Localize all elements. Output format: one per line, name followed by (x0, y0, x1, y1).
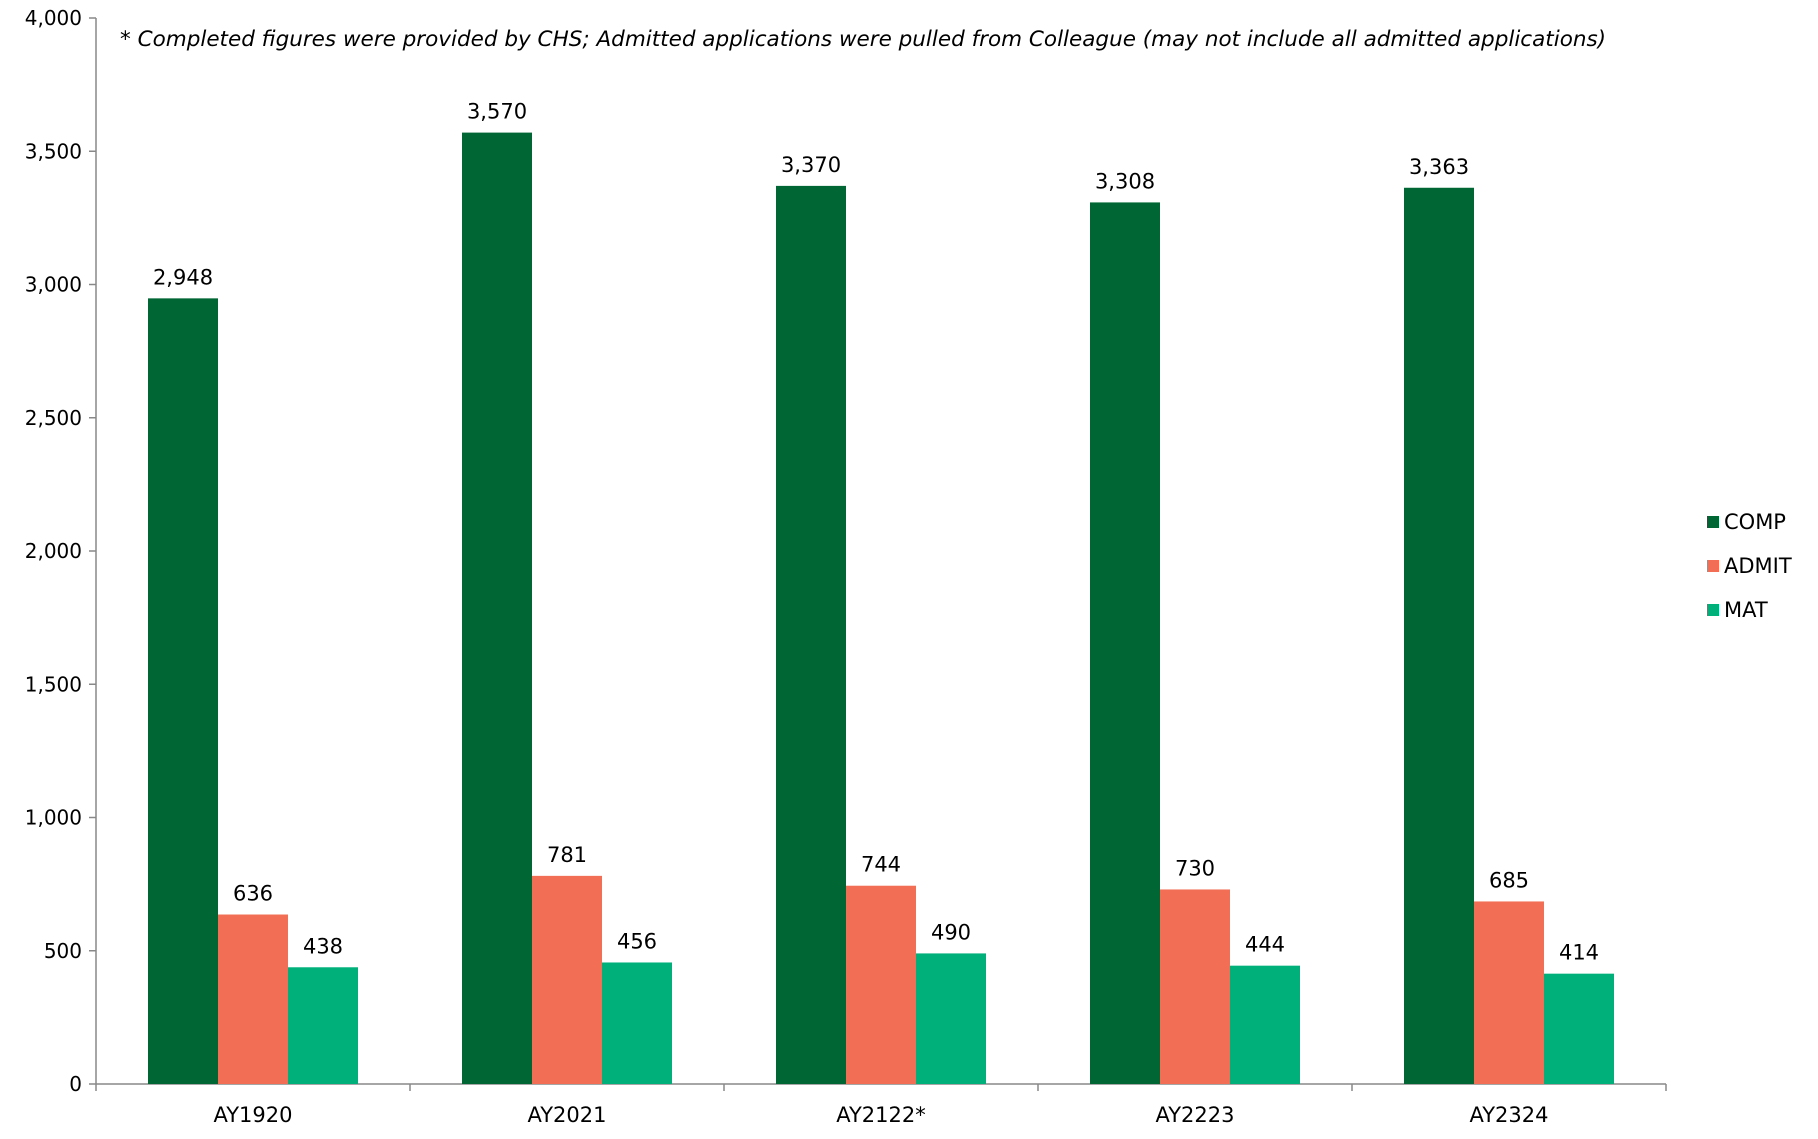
data-label-admit: 685 (1489, 868, 1529, 892)
y-tick-label: 500 (44, 939, 82, 963)
bar-admit (532, 875, 602, 1084)
x-category-label: AY2122* (836, 1103, 926, 1127)
bar-mat (916, 953, 986, 1084)
bar-mat (1544, 973, 1614, 1084)
y-tick-label: 3,000 (25, 273, 82, 297)
bar-comp (148, 298, 218, 1084)
data-label-comp: 3,363 (1409, 155, 1469, 179)
data-label-mat: 444 (1245, 933, 1285, 957)
data-label-mat: 414 (1559, 941, 1599, 965)
legend-swatch-mat (1707, 604, 1719, 616)
data-labels-group: 2,948 3,570 3,370 3,308 3,363 636 781 744 730 685… (153, 100, 1599, 965)
x-category-label: AY2223 (1155, 1103, 1234, 1127)
bar-mat (1230, 965, 1300, 1084)
legend-swatch-admit (1707, 560, 1719, 572)
bar-comp (776, 185, 846, 1084)
data-label-comp: 3,308 (1095, 169, 1155, 193)
bar-mat (288, 967, 358, 1084)
bar-admit (218, 914, 288, 1084)
y-tick-label: 1,500 (25, 672, 82, 696)
y-tick-label: 0 (69, 1072, 82, 1096)
legend-label-admit: ADMIT (1724, 554, 1792, 578)
bar-admit (846, 885, 916, 1084)
bar-mat (602, 962, 672, 1084)
legend-label-comp: COMP (1724, 510, 1786, 534)
y-tick-label: 3,500 (25, 139, 82, 163)
bar-admit (1160, 889, 1230, 1084)
y-tick-label: 4,000 (25, 6, 82, 30)
x-axis: AY1920 AY2021 AY2122* AY2223 AY2324 (95, 1083, 1667, 1127)
x-category-label: AY2324 (1469, 1103, 1548, 1127)
data-label-comp: 3,370 (781, 153, 841, 177)
data-label-admit: 636 (233, 882, 273, 906)
legend-label-mat: MAT (1724, 598, 1768, 622)
bar-comp (1404, 187, 1474, 1084)
data-label-admit: 781 (547, 843, 587, 867)
data-label-admit: 730 (1175, 856, 1215, 880)
legend-swatch-comp (1707, 516, 1719, 528)
data-label-mat: 490 (931, 920, 971, 944)
y-tick-label: 1,000 (25, 806, 82, 830)
data-label-admit: 744 (861, 853, 901, 877)
legend: COMP ADMIT MAT (1707, 510, 1792, 622)
y-tick-label: 2,000 (25, 539, 82, 563)
y-axis: 0 500 1,000 1,500 2,000 2,500 3,000 3,500 4,000 (25, 6, 97, 1096)
data-label-mat: 456 (617, 929, 657, 953)
bars-group (148, 132, 1614, 1085)
data-label-comp: 2,948 (153, 265, 213, 289)
bar-comp (1090, 202, 1160, 1085)
bar-admit (1474, 901, 1544, 1084)
chart-annotation: * Completed figures were provided by CHS… (120, 27, 1606, 52)
y-tick-label: 2,500 (25, 406, 82, 430)
data-label-mat: 438 (303, 934, 343, 958)
bar-comp (462, 132, 532, 1085)
data-label-comp: 3,570 (467, 100, 527, 124)
x-category-label: AY1920 (213, 1103, 292, 1127)
x-category-label: AY2021 (527, 1103, 606, 1127)
